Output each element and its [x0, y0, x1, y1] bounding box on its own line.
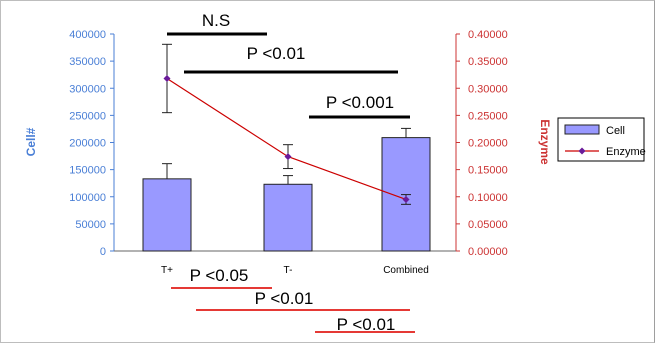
- y-right-tick-label: 0.25000: [468, 110, 508, 122]
- y-right-tick-label: 0.05000: [468, 219, 508, 231]
- tick-labels: 0 50000 100000 150000 200000 250000 300000 3500…: [24, 29, 552, 276]
- legend-swatch-cell: [564, 124, 600, 135]
- y-right-tick-label: 0.40000: [468, 29, 508, 41]
- enzyme-point: [163, 74, 171, 82]
- x-tick-label: T+: [161, 265, 173, 276]
- bar: [263, 183, 313, 252]
- bar: [142, 178, 192, 252]
- bar-series-cell: [142, 127, 431, 252]
- legend-marker-enzyme: [578, 147, 586, 155]
- y-axis-right-title: Enzyme: [538, 119, 552, 165]
- sig-label-below: P <0.01: [255, 289, 314, 308]
- x-tick-label: Combined: [383, 265, 429, 276]
- legend-label-enzyme: Enzyme: [606, 146, 646, 158]
- sig-label-above: P <0.01: [247, 44, 306, 63]
- y-right-tick-label: 0.35000: [468, 56, 508, 68]
- y-left-tick-label: 100000: [69, 192, 106, 204]
- y-axis-left-title: Cell#: [24, 127, 38, 156]
- y-left-tick-label: 400000: [69, 29, 106, 41]
- sig-label-above: P <0.001: [326, 93, 394, 112]
- y-left-tick-label: 250000: [69, 110, 106, 122]
- y-right-tick-label: 0.30000: [468, 83, 508, 95]
- y-left-tick-label: 150000: [69, 165, 106, 177]
- x-tick-label: T-: [284, 265, 293, 276]
- legend: Cell Enzyme: [557, 117, 646, 162]
- y-left-tick-label: 50000: [75, 219, 106, 231]
- enzyme-point: [402, 195, 410, 203]
- y-right-tick-label: 0.20000: [468, 138, 508, 150]
- y-right-tick-label: 0.00000: [468, 246, 508, 258]
- enzyme-point: [284, 153, 292, 161]
- y-left-tick-label: 200000: [69, 138, 106, 150]
- line-series-enzyme: [162, 43, 411, 205]
- legend-label-cell: Cell: [606, 125, 625, 137]
- y-left-tick-label: 300000: [69, 83, 106, 95]
- y-right-tick-label: 0.10000: [468, 192, 508, 204]
- significance-annotations: N.S P <0.01 P <0.001 P <0.05 P <0.01 P <0.01: [167, 11, 415, 334]
- y-left-tick-label: 0: [100, 246, 106, 258]
- sig-label-below: P <0.01: [337, 315, 396, 334]
- y-left-tick-label: 350000: [69, 56, 106, 68]
- y-right-tick-label: 0.15000: [468, 165, 508, 177]
- sig-label-below: P <0.05: [190, 266, 249, 285]
- sig-label-above: N.S: [202, 11, 230, 30]
